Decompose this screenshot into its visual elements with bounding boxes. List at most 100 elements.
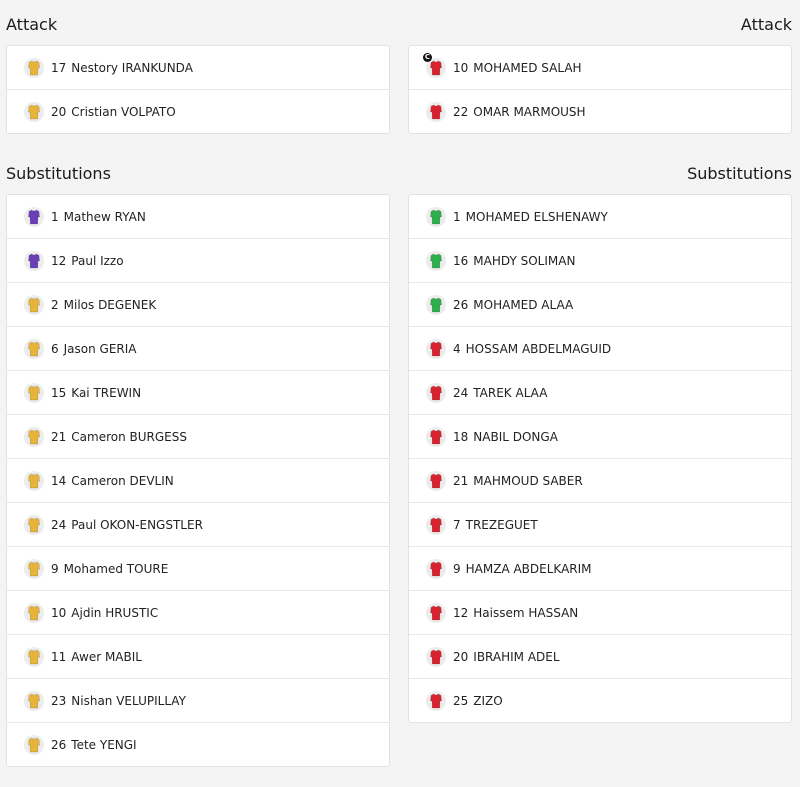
player-row: 21 Cameron BURGESS <box>7 415 389 459</box>
jersey-icon <box>24 646 44 667</box>
jersey-icon <box>24 558 44 579</box>
player-row: 17 Nestory IRANKUNDA <box>7 46 389 90</box>
player-name: Paul Izzo <box>71 253 124 268</box>
player-row: 12 Paul Izzo <box>7 239 389 283</box>
jersey-icon <box>426 646 446 667</box>
player-list: 17 Nestory IRANKUNDA 20 Cristian VOLPATO <box>6 45 390 134</box>
player-name: Kai TREWIN <box>71 385 142 400</box>
player-name: Milos DEGENEK <box>63 297 157 312</box>
player-row: 20 Cristian VOLPATO <box>7 90 389 133</box>
jersey-icon <box>426 690 446 711</box>
player-name: Cristian VOLPATO <box>71 104 176 119</box>
player-row: 12 Haissem HASSAN <box>409 591 791 635</box>
jersey-icon <box>24 690 44 711</box>
shirt-number: 21 <box>453 473 469 488</box>
jersey <box>28 104 40 119</box>
jersey <box>430 693 442 708</box>
player-name: TREZEGUET <box>465 517 538 532</box>
player-name: Nishan VELUPILLAY <box>71 693 186 708</box>
jersey-icon <box>426 558 446 579</box>
jersey <box>28 649 40 664</box>
player-name: Cameron BURGESS <box>71 429 187 444</box>
player-name: MAHMOUD SABER <box>473 473 583 488</box>
shirt-number: 9 <box>453 561 461 576</box>
shirt-number: 12 <box>51 253 67 268</box>
player-name: Cameron DEVLIN <box>71 473 174 488</box>
jersey-icon <box>426 426 446 447</box>
player-row: 15 Kai TREWIN <box>7 371 389 415</box>
player-row: 24 TAREK ALAA <box>409 371 791 415</box>
shirt-number: 16 <box>453 253 469 268</box>
jersey-icon <box>426 602 446 623</box>
player-row: 7 TREZEGUET <box>409 503 791 547</box>
section-heading: Substitutions <box>6 164 111 183</box>
player-name: TAREK ALAA <box>473 385 548 400</box>
player-name: OMAR MARMOUSH <box>473 104 586 119</box>
player-name: Awer MABIL <box>71 649 142 664</box>
shirt-number: 17 <box>51 60 67 75</box>
left-team: Attack 17 Nestory IRANKUNDA 20 Cristian VOLP… <box>6 5 390 787</box>
player-row: 22 OMAR MARMOUSH <box>409 90 791 133</box>
shirt-number: 21 <box>51 429 67 444</box>
right-team: Attack C 10 MOHAMED SALAH 22 OMAR MARMOUSH Sub… <box>408 5 792 743</box>
player-row: 18 NABIL DONGA <box>409 415 791 459</box>
player-name: Ajdin HRUSTIC <box>71 605 159 620</box>
jersey-icon <box>426 470 446 491</box>
jersey <box>28 60 40 75</box>
player-name: Nestory IRANKUNDA <box>71 60 193 75</box>
player-list: C 10 MOHAMED SALAH 22 OMAR MARMOUSH <box>408 45 792 134</box>
jersey-icon <box>24 101 44 122</box>
player-row: 25 ZIZO <box>409 679 791 722</box>
shirt-number: 2 <box>51 297 59 312</box>
jersey-icon <box>24 294 44 315</box>
player-row: 16 MAHDY SOLIMAN <box>409 239 791 283</box>
player-row: 14 Cameron DEVLIN <box>7 459 389 503</box>
player-name: MAHDY SOLIMAN <box>473 253 576 268</box>
jersey-icon <box>24 734 44 755</box>
shirt-number: 18 <box>453 429 469 444</box>
jersey-icon <box>426 57 446 78</box>
shirt-number: 20 <box>453 649 469 664</box>
shirt-number: 12 <box>453 605 469 620</box>
jersey <box>28 297 40 312</box>
shirt-number: 15 <box>51 385 67 400</box>
player-name: NABIL DONGA <box>473 429 558 444</box>
player-row: 4 HOSSAM ABDELMAGUID <box>409 327 791 371</box>
shirt-number: 14 <box>51 473 67 488</box>
shirt-number: 26 <box>51 737 67 752</box>
jersey <box>430 429 442 444</box>
player-row: C 10 MOHAMED SALAH <box>409 46 791 90</box>
jersey-icon <box>24 470 44 491</box>
player-name: MOHAMED ELSHENAWY <box>465 209 608 224</box>
jersey <box>430 341 442 356</box>
player-list: 1 Mathew RYAN 12 Paul Izzo 2 Milos DEGENEK 6 Ja… <box>6 194 390 767</box>
player-name: Mathew RYAN <box>63 209 146 224</box>
shirt-number: 10 <box>453 60 469 75</box>
shirt-number: 9 <box>51 561 59 576</box>
player-name: MOHAMED ALAA <box>473 297 574 312</box>
player-row: 21 MAHMOUD SABER <box>409 459 791 503</box>
shirt-number: 1 <box>453 209 461 224</box>
player-name: Mohamed TOURE <box>63 561 169 576</box>
jersey <box>430 385 442 400</box>
shirt-number: 20 <box>51 104 67 119</box>
jersey-icon <box>426 338 446 359</box>
jersey <box>28 429 40 444</box>
player-row: 1 Mathew RYAN <box>7 195 389 239</box>
player-name: MOHAMED SALAH <box>473 60 582 75</box>
shirt-number: 6 <box>51 341 59 356</box>
player-row: 9 Mohamed TOURE <box>7 547 389 591</box>
player-list: 1 MOHAMED ELSHENAWY 16 MAHDY SOLIMAN 26 MOHAM… <box>408 194 792 723</box>
player-name: Tete YENGI <box>71 737 137 752</box>
jersey <box>28 385 40 400</box>
player-row: 1 MOHAMED ELSHENAWY <box>409 195 791 239</box>
shirt-number: 10 <box>51 605 67 620</box>
jersey-icon <box>426 294 446 315</box>
jersey <box>430 561 442 576</box>
player-name: Haissem HASSAN <box>473 605 579 620</box>
player-name: ZIZO <box>473 693 503 708</box>
jersey <box>430 104 442 119</box>
player-row: 9 HAMZA ABDELKARIM <box>409 547 791 591</box>
player-row: 23 Nishan VELUPILLAY <box>7 679 389 723</box>
player-name: Paul OKON-ENGSTLER <box>71 517 203 532</box>
